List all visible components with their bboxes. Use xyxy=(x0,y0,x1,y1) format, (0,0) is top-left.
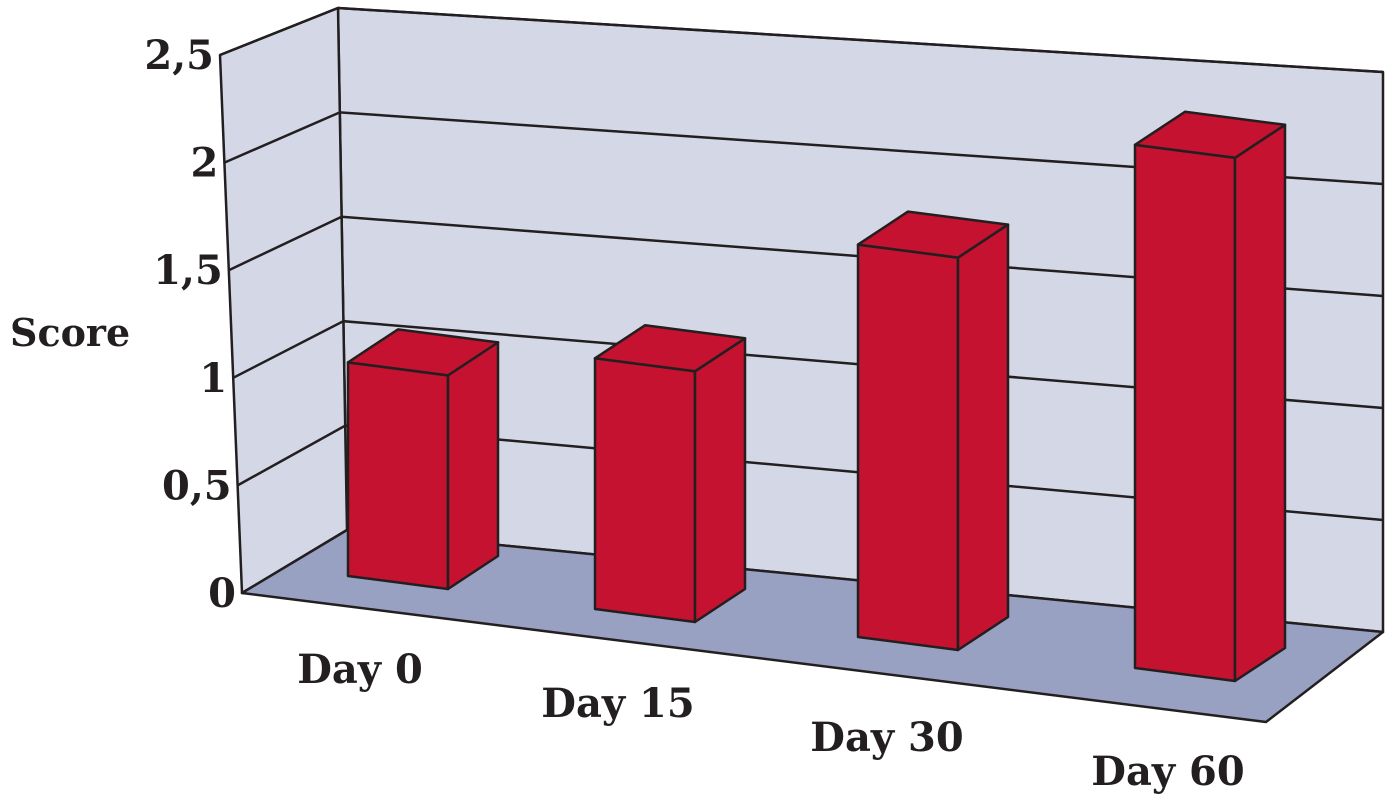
chart-floor xyxy=(240,528,1385,724)
gridline xyxy=(232,319,1384,410)
gridlines xyxy=(219,6,1384,522)
bar-3 xyxy=(1133,110,1287,683)
bar-side-face xyxy=(1233,123,1287,683)
bars xyxy=(346,110,1287,683)
y-tick-labels: 0 0,5 1 1,5 2 2,5 xyxy=(144,32,236,617)
x-tick-label: Day 15 xyxy=(541,680,694,727)
y-tick-label: 1,5 xyxy=(153,247,223,294)
bar-top-face xyxy=(1133,110,1287,160)
x-tick-label: Day 0 xyxy=(297,646,423,693)
y-tick-label: 2 xyxy=(191,140,219,187)
bar-top-face xyxy=(346,328,500,377)
bar-0 xyxy=(346,328,500,591)
x-tick-label: Day 60 xyxy=(1091,748,1244,795)
x-tick-labels: Day 0 Day 15 Day 30 Day 60 xyxy=(297,646,1245,795)
bar-front-face xyxy=(593,357,697,624)
chart-left-wall xyxy=(218,6,349,595)
bar-side-face xyxy=(956,223,1010,652)
y-tick-label: 1 xyxy=(199,355,227,402)
x-tick-label: Day 30 xyxy=(810,714,963,761)
bar-1 xyxy=(593,324,747,624)
gridline xyxy=(236,424,1384,522)
bar-top-face xyxy=(593,324,747,373)
bar-side-face xyxy=(446,341,500,591)
bar-side-face xyxy=(693,337,747,624)
bar-top-face xyxy=(856,210,1010,259)
gridline xyxy=(228,215,1384,298)
bar-front-face xyxy=(856,243,960,652)
bar-front-face xyxy=(1133,143,1237,683)
bar-front-face xyxy=(346,361,450,591)
y-tick-label: 0 xyxy=(208,570,236,617)
gridline xyxy=(219,6,1384,74)
bar-2 xyxy=(856,210,1010,652)
y-tick-label: 2,5 xyxy=(144,32,214,79)
y-axis-label: Score xyxy=(10,310,130,355)
gridline xyxy=(223,111,1384,186)
y-tick-label: 0,5 xyxy=(162,462,232,509)
